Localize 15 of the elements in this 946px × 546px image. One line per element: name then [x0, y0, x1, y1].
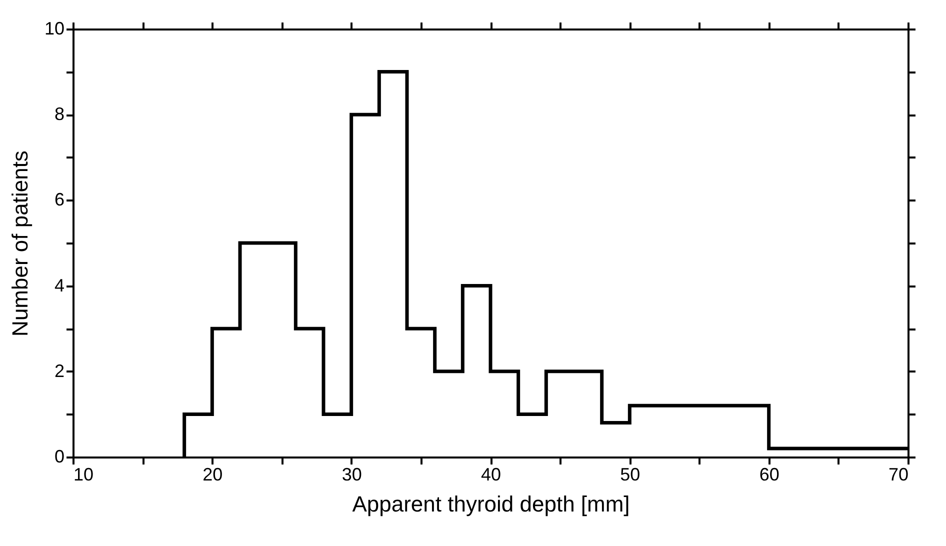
x-tick-label: 30	[342, 464, 362, 484]
y-tick-label: 8	[54, 104, 64, 124]
x-tick-label: 40	[480, 464, 502, 484]
x-tick-label: 70	[888, 464, 908, 484]
x-tick-label: 60	[759, 464, 780, 484]
x-axis-title: Apparent thyroid depth [mm]	[352, 492, 630, 516]
y-tick-label: 0	[54, 446, 64, 466]
y-tick-label: 2	[54, 360, 64, 381]
y-tick-label: 10	[44, 18, 64, 38]
y-tick-label: 6	[54, 190, 64, 210]
y-tick-label: 4	[54, 275, 64, 296]
y-axis-title: Number of patients	[7, 150, 32, 336]
x-tick-label: 10	[74, 464, 94, 484]
x-tick-label: 20	[202, 464, 223, 484]
x-tick-label: 50	[620, 464, 640, 484]
